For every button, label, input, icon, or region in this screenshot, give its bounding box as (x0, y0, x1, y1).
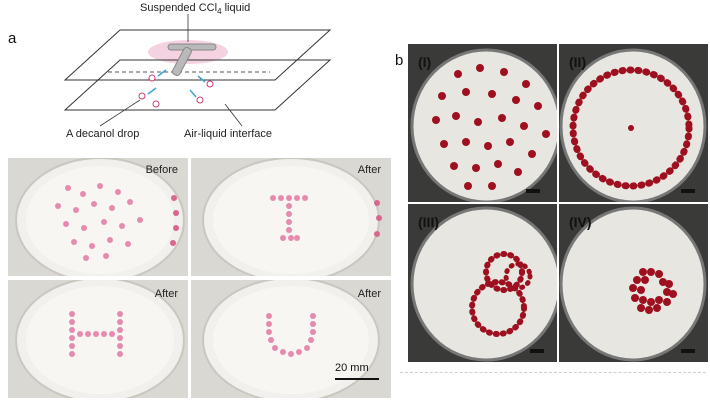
scale-text-a: 20 mm (335, 362, 369, 374)
photo-after-h: After (8, 280, 188, 398)
label-b-iv: (IV) (569, 214, 592, 230)
photo-after-t: After (191, 158, 391, 276)
scale-bar-a (335, 378, 379, 380)
photo-label-after-2: After (154, 288, 178, 300)
photo-b3: (III) (408, 204, 557, 362)
photo-b2: (II) (559, 44, 708, 202)
panel-b-divider (400, 372, 706, 373)
air-liquid-interface-label: Air-liquid interface (184, 128, 273, 140)
suspended-liquid-label: Suspended CCl4 liquid (140, 2, 251, 17)
photo-after-u: After 20 mm (191, 280, 391, 398)
photo-b4: (IV) (559, 204, 708, 362)
photo-label-after-1: After (357, 164, 381, 176)
label-b-iii: (III) (418, 214, 439, 230)
photo-label-before: Before (145, 164, 178, 176)
panel-b-letter: b (395, 52, 404, 69)
schematic-diagram (60, 0, 360, 150)
panel-a-letter: a (8, 30, 17, 47)
photo-before: Before (8, 158, 188, 276)
photo-label-after-3: After (357, 288, 381, 300)
decanol-drop-label: A decanol drop (66, 128, 140, 140)
label-b-i: (I) (418, 54, 432, 70)
photo-b1: (I) (408, 44, 557, 202)
label-b-ii: (II) (569, 54, 587, 70)
